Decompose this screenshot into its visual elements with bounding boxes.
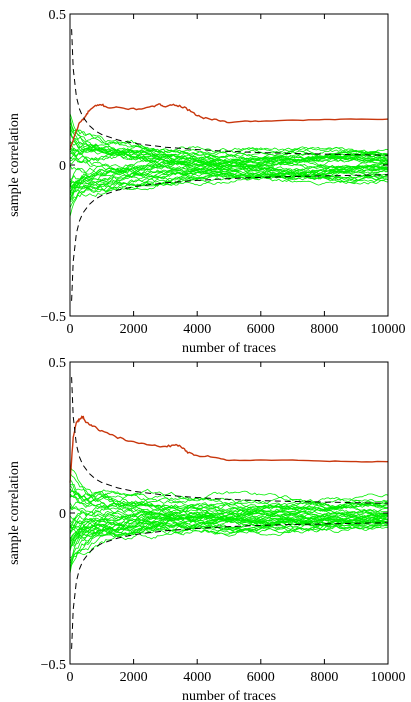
x-axis-label: number of traces	[182, 341, 276, 356]
wrong-key-trace	[69, 509, 389, 534]
y-tick-label: 0.5	[49, 356, 67, 371]
upper-bound-line	[71, 377, 389, 504]
wrong-key-trace	[69, 483, 389, 518]
wrong-key-trace	[69, 509, 389, 527]
wrong-key-trace	[69, 128, 389, 167]
wrong-key-trace	[69, 511, 389, 549]
x-tick-label: 0	[67, 670, 74, 685]
y-axis-label: sample correlation	[7, 461, 22, 565]
wrong-key-trace	[69, 143, 389, 162]
y-tick-label: −0.5	[41, 310, 66, 325]
y-tick-label: 0	[59, 507, 66, 522]
wrong-key-trace	[69, 515, 389, 574]
wrong-key-trace	[69, 479, 389, 513]
x-tick-label: 10000	[371, 670, 406, 685]
y-axis-label: sample correlation	[7, 113, 22, 217]
wrong-key-trace	[69, 164, 389, 195]
y-tick-label: 0.5	[49, 8, 67, 23]
wrong-key-trace	[69, 484, 389, 515]
x-tick-label: 2000	[120, 322, 148, 337]
axis-ticks: 0 2000 4000 6000 8000 10000−0.500.5	[41, 8, 406, 337]
chart-panel-bottom: 0 2000 4000 6000 8000 10000−0.500.5 number of…	[7, 356, 406, 702]
wrong-key-trace	[69, 500, 389, 515]
wrong-key-trace	[69, 140, 389, 170]
chart-panel-top: 0 2000 4000 6000 8000 10000−0.500.5 number of…	[7, 8, 406, 356]
wrong-key-trace	[69, 513, 389, 539]
wrong-key-trace	[69, 502, 389, 521]
upper-bound-line	[71, 29, 389, 156]
plot-content	[69, 377, 389, 649]
wrong-key-trace	[69, 516, 389, 552]
x-tick-label: 6000	[247, 670, 275, 685]
axis-ticks: 0 2000 4000 6000 8000 10000−0.500.5	[41, 356, 406, 685]
x-tick-label: 4000	[183, 670, 211, 685]
correct-key-trace	[69, 415, 389, 483]
wrong-key-trace	[69, 173, 389, 194]
lower-bound-line	[71, 174, 389, 301]
lower-bound-line	[71, 522, 389, 649]
x-tick-label: 8000	[310, 670, 338, 685]
x-tick-label: 0	[67, 322, 74, 337]
wrong-key-trace	[69, 472, 389, 517]
x-tick-label: 4000	[183, 322, 211, 337]
x-axis-label: number of traces	[182, 689, 276, 702]
wrong-key-trace	[69, 167, 389, 188]
plot-content	[69, 29, 389, 301]
correct-key-trace	[69, 103, 389, 150]
y-tick-label: −0.5	[41, 658, 66, 673]
x-tick-label: 2000	[120, 670, 148, 685]
wrong-key-trace	[69, 166, 389, 208]
x-tick-label: 6000	[247, 322, 275, 337]
wrong-key-trace	[69, 154, 389, 176]
wrong-key-trace	[69, 153, 389, 172]
wrong-key-trace	[69, 511, 389, 547]
wrong-key-trace	[69, 164, 389, 184]
wrong-key-trace	[69, 519, 389, 570]
wrong-key-trace	[69, 168, 389, 197]
x-tick-label: 8000	[310, 322, 338, 337]
wrong-key-trace	[69, 496, 389, 517]
x-tick-label: 10000	[371, 322, 406, 337]
wrong-key-trace	[69, 171, 389, 196]
y-tick-label: 0	[59, 159, 66, 174]
wrong-key-trace	[69, 151, 389, 178]
